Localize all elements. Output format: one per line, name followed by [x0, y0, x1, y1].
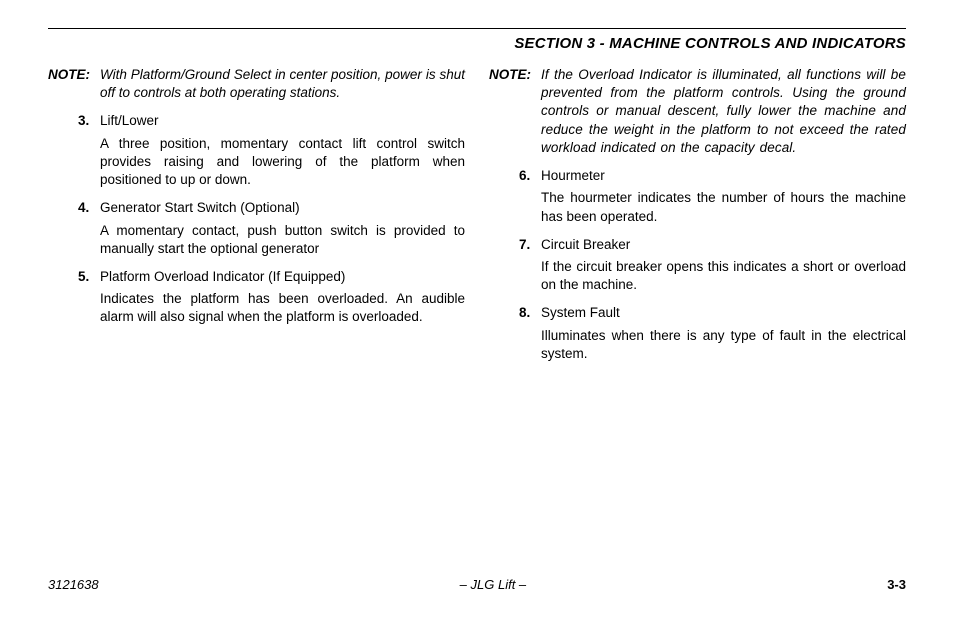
item-body: System Fault Illuminates when there is a… [541, 304, 906, 363]
note-block: NOTE: With Platform/Ground Select in cen… [48, 66, 465, 102]
item-title: Hourmeter [541, 167, 906, 185]
doc-number: 3121638 [48, 577, 99, 592]
item-body: Platform Overload Indicator (If Equipped… [100, 268, 465, 327]
list-item: 4. Generator Start Switch (Optional) A m… [48, 199, 465, 258]
header-rule [48, 28, 906, 29]
page-number: 3-3 [887, 577, 906, 592]
item-number: 6. [519, 167, 541, 226]
item-desc: A momentary contact, push button switch … [100, 222, 465, 258]
list-item: 3. Lift/Lower A three position, momentar… [48, 112, 465, 189]
item-number: 7. [519, 236, 541, 295]
note-body: If the Overload Indicator is illuminated… [541, 66, 906, 157]
item-title: Platform Overload Indicator (If Equipped… [100, 268, 465, 286]
item-body: Hourmeter The hourmeter indicates the nu… [541, 167, 906, 226]
item-title: Circuit Breaker [541, 236, 906, 254]
item-number: 8. [519, 304, 541, 363]
item-body: Lift/Lower A three position, momentary c… [100, 112, 465, 189]
note-block: NOTE: If the Overload Indicator is illum… [489, 66, 906, 157]
item-title: System Fault [541, 304, 906, 322]
item-body: Generator Start Switch (Optional) A mome… [100, 199, 465, 258]
item-desc: The hourmeter indicates the number of ho… [541, 189, 906, 225]
list-item: 7. Circuit Breaker If the circuit breake… [489, 236, 906, 295]
left-column: NOTE: With Platform/Ground Select in cen… [48, 66, 465, 373]
item-number: 4. [78, 199, 100, 258]
item-title: Generator Start Switch (Optional) [100, 199, 465, 217]
note-label: NOTE: [489, 66, 541, 157]
item-desc: A three position, momentary contact lift… [100, 135, 465, 190]
item-number: 5. [78, 268, 100, 327]
item-desc: If the circuit breaker opens this indica… [541, 258, 906, 294]
note-label: NOTE: [48, 66, 100, 102]
item-title: Lift/Lower [100, 112, 465, 130]
content-columns: NOTE: With Platform/Ground Select in cen… [48, 66, 906, 373]
page-footer: 3121638 – JLG Lift – 3-3 [48, 577, 906, 592]
item-desc: Illuminates when there is any type of fa… [541, 327, 906, 363]
section-title: SECTION 3 - MACHINE CONTROLS AND INDICAT… [48, 35, 906, 52]
list-item: 5. Platform Overload Indicator (If Equip… [48, 268, 465, 327]
note-body: With Platform/Ground Select in center po… [100, 66, 465, 102]
list-item: 6. Hourmeter The hourmeter indicates the… [489, 167, 906, 226]
page: SECTION 3 - MACHINE CONTROLS AND INDICAT… [0, 0, 954, 618]
item-number: 3. [78, 112, 100, 189]
footer-center: – JLG Lift – [460, 577, 526, 592]
item-body: Circuit Breaker If the circuit breaker o… [541, 236, 906, 295]
list-item: 8. System Fault Illuminates when there i… [489, 304, 906, 363]
item-desc: Indicates the platform has been overload… [100, 290, 465, 326]
right-column: NOTE: If the Overload Indicator is illum… [489, 66, 906, 373]
